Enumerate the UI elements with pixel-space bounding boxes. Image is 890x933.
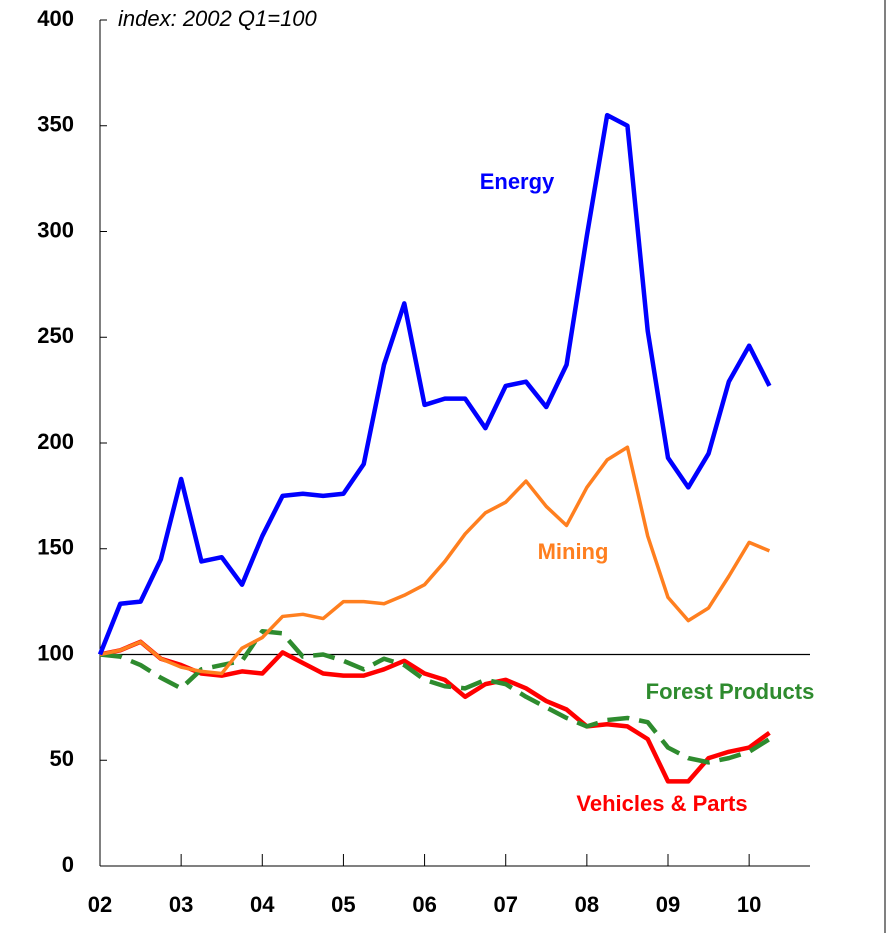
- y-tick-label: 0: [62, 852, 74, 877]
- series-label: Energy: [480, 169, 555, 194]
- x-tick-label: 07: [493, 892, 517, 917]
- series-label: Forest Products: [646, 679, 815, 704]
- x-tick-label: 04: [250, 892, 275, 917]
- series-line: [99, 628, 771, 765]
- x-tick-label: 08: [575, 892, 599, 917]
- y-tick-label: 300: [37, 217, 74, 242]
- x-tick-label: 02: [88, 892, 112, 917]
- y-tick-label: 50: [50, 746, 74, 771]
- y-tick-label: 350: [37, 112, 74, 137]
- series-line: [99, 445, 771, 676]
- series-line: [97, 112, 772, 656]
- y-tick-label: 100: [37, 640, 74, 665]
- x-tick-label: 10: [737, 892, 761, 917]
- y-tick-label: 150: [37, 535, 74, 560]
- y-tick-label: 250: [37, 323, 74, 348]
- series-label: Mining: [538, 539, 609, 564]
- x-tick-label: 05: [331, 892, 355, 917]
- x-tick-label: 03: [169, 892, 193, 917]
- x-tick-label: 09: [656, 892, 680, 917]
- x-tick-label: 06: [412, 892, 436, 917]
- series-line: [99, 639, 771, 784]
- series-label: Vehicles & Parts: [576, 791, 747, 816]
- y-tick-label: 400: [37, 6, 74, 31]
- subtitle: index: 2002 Q1=100: [118, 6, 318, 31]
- y-tick-label: 200: [37, 429, 74, 454]
